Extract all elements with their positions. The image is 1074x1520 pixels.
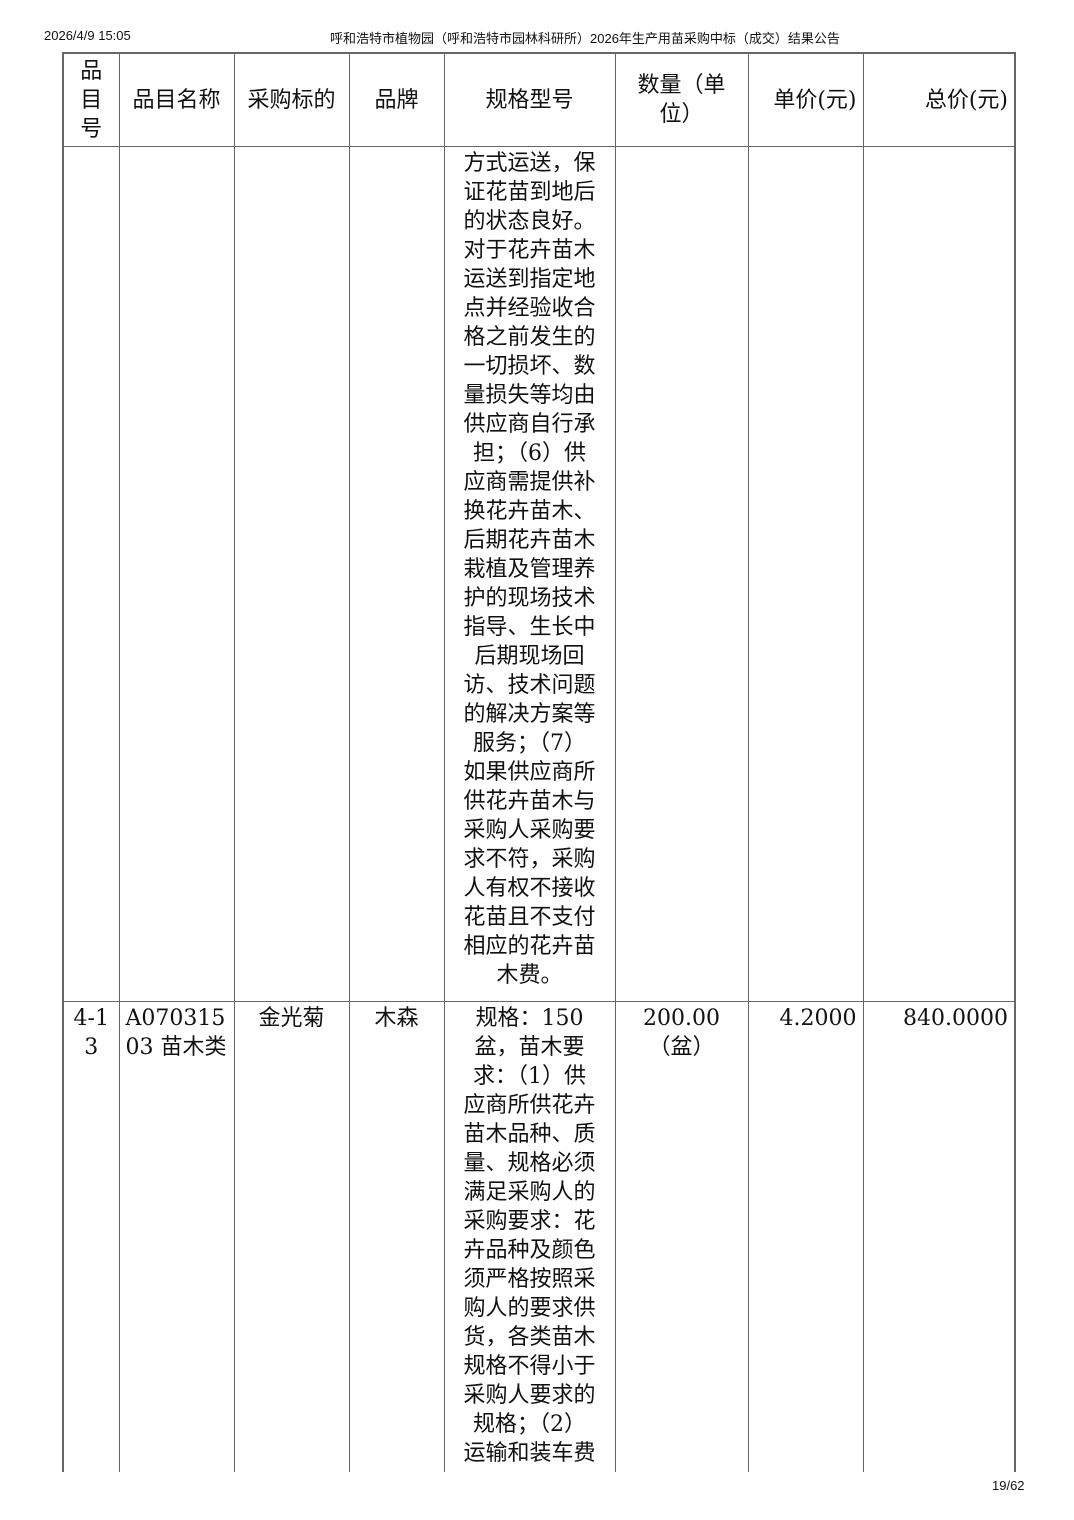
spec-line: 苗木品种、质: [463, 1122, 596, 1147]
col-quantity: 数量（单位）: [614, 52, 749, 147]
spec-line: 护的现场技术: [463, 586, 596, 611]
spec-line: 供花卉苗木与: [463, 789, 596, 814]
spec-line: 花苗且不支付: [463, 905, 596, 930]
spec-line: 栽植及管理养: [463, 557, 596, 582]
spec-line: 求不符，采购: [463, 847, 596, 872]
spec-line: 一切损坏、数: [463, 354, 596, 379]
col-item-no: 品目号: [62, 52, 120, 147]
spec-line: 相应的花卉苗: [463, 934, 596, 959]
spec-line: 后期现场回: [474, 644, 585, 669]
spec: 规格：150 盆，苗木要求：（1）供 应商所供花卉 苗木品种、质 量、规格必须 满足采购人…: [443, 1001, 616, 1472]
spec-line: 满足采购人的: [463, 1180, 596, 1205]
spec-line: 方式运送，保: [463, 151, 596, 176]
spec-line: 须严格按照采: [463, 1267, 596, 1292]
spec-line: 规格不得小于: [463, 1354, 596, 1379]
unit-price: 4.2000: [747, 1001, 864, 1472]
spec-line: 换花卉苗木、: [463, 499, 596, 524]
spec-line: 规格；（2）: [473, 1412, 586, 1437]
total: [862, 146, 1016, 1002]
spec-line: 采购人采购要: [463, 818, 596, 843]
spec-line: 的状态良好。: [463, 209, 596, 234]
item-no: [62, 146, 120, 1002]
spec-line: 格之前发生的: [463, 325, 596, 350]
spec-line: 担；（6）供: [473, 441, 586, 466]
quantity: [614, 146, 749, 1002]
spec-line: 采购人要求的: [463, 1383, 596, 1408]
document-title: 呼和浩特市植物园（呼和浩特市园林科研所）2026年生产用苗采购中标（成交）结果公…: [330, 31, 840, 46]
spec-line: 盆，苗木要: [474, 1035, 585, 1060]
col-unit-price: 单价(元): [747, 52, 864, 147]
spec-line: 木费。: [496, 963, 563, 988]
category: A07031503 苗木类: [118, 1001, 235, 1472]
spec-line: 供应商自行承: [463, 412, 596, 437]
spec-line: 卉品种及颜色: [463, 1238, 596, 1263]
spec-line: 求：（1）供: [473, 1064, 586, 1089]
total: 840.0000: [862, 1001, 1016, 1472]
spec-line: 对于花卉苗木: [463, 238, 596, 263]
item-no: 4-13: [62, 1001, 120, 1472]
results-table: 品目号 品目名称 采购标的 品牌 规格型号 数量（单位） 单价(元) 总价(元)…: [62, 52, 1016, 1472]
target: [233, 146, 350, 1002]
spec-line: 运送到指定地: [463, 267, 596, 292]
col-spec: 规格型号: [443, 52, 616, 147]
brand: [348, 146, 445, 1002]
spec-line: 访、技术问题: [463, 673, 596, 698]
col-target: 采购标的: [233, 52, 350, 147]
col-category: 品目名称: [118, 52, 235, 147]
spec-line: 的解决方案等: [463, 702, 596, 727]
spec-line: 采购要求：花: [463, 1209, 596, 1234]
table-row: 4-13 A07031503 苗木类 金光菊 木森 规格：150 盆，苗木要求：（…: [62, 1001, 1016, 1472]
spec-line: 指导、生长中: [463, 615, 596, 640]
spec-line: 人有权不接收: [463, 876, 596, 901]
page-number: 19/62: [992, 1478, 1025, 1493]
spec-line: 后期花卉苗木: [463, 528, 596, 553]
spec-line: 货，各类苗木: [463, 1325, 596, 1350]
spec: 方式运送，保 证花苗到地后 的状态良好。 对于花卉苗木 运送到指定地 点并经验收合 格之前发…: [443, 146, 616, 1002]
target: 金光菊: [233, 1001, 350, 1472]
spec-line: 如果供应商所: [463, 760, 596, 785]
spec-line: 量、规格必须: [463, 1151, 596, 1176]
col-total: 总价(元): [862, 52, 1016, 147]
print-timestamp: 2026/4/9 15:05: [44, 28, 131, 43]
unit-price: [747, 146, 864, 1002]
spec-line: 证花苗到地后: [463, 180, 596, 205]
spec-line: 点并经验收合: [463, 296, 596, 321]
spec-line: 规格：150: [475, 1006, 584, 1031]
brand: 木森: [348, 1001, 445, 1472]
table-header-row: 品目号 品目名称 采购标的 品牌 规格型号 数量（单位） 单价(元) 总价(元): [62, 52, 1016, 147]
spec-line: 量损失等均由: [463, 383, 596, 408]
quantity: 200.00（盆）: [614, 1001, 749, 1472]
spec-line: 运输和装车费: [463, 1441, 596, 1466]
spec-line: 应商需提供补: [463, 470, 596, 495]
spec-line: 购人的要求供: [463, 1296, 596, 1321]
spec-line: 服务；（7）: [473, 731, 586, 756]
col-brand: 品牌: [348, 52, 445, 147]
category: [118, 146, 235, 1002]
table-row: 方式运送，保 证花苗到地后 的状态良好。 对于花卉苗木 运送到指定地 点并经验收合 格之前发…: [62, 146, 1016, 1002]
spec-line: 应商所供花卉: [463, 1093, 596, 1118]
